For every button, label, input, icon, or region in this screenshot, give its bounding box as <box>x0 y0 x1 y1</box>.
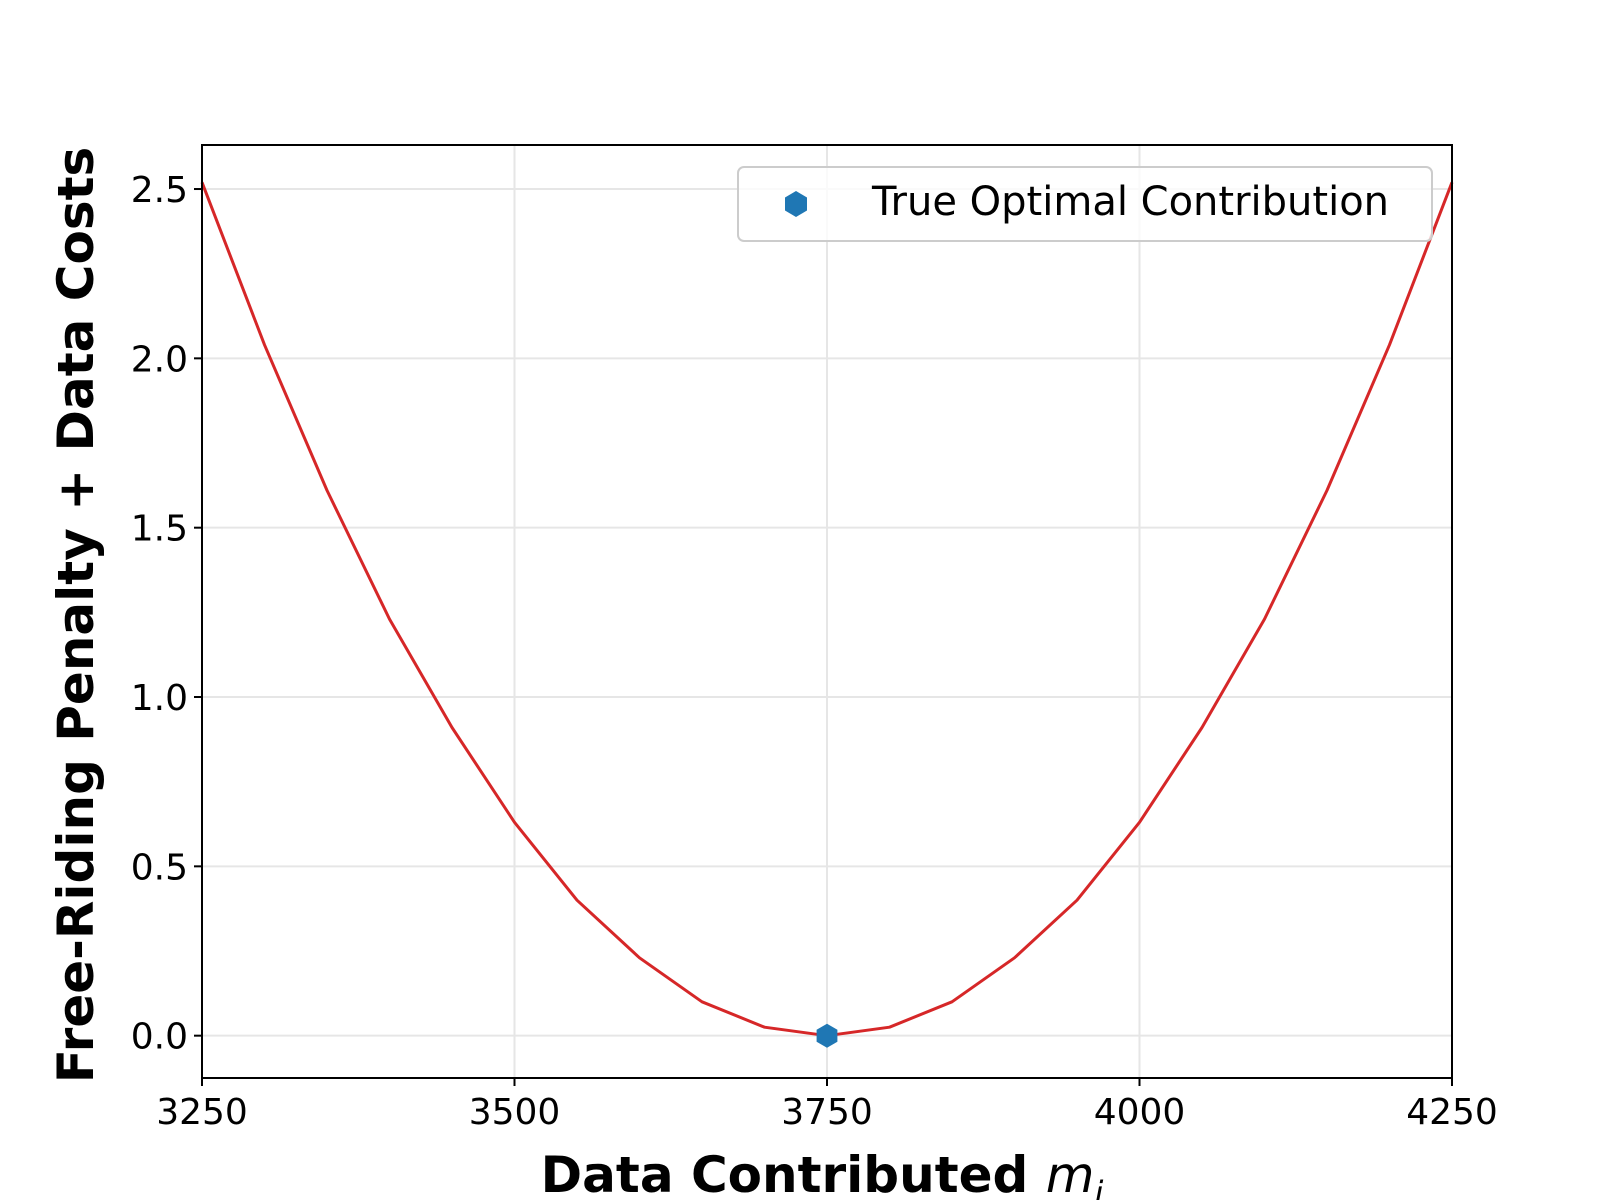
y-tick-label: 2.0 <box>131 339 188 380</box>
legend: True Optimal Contribution <box>737 166 1433 242</box>
y-tick-label: 1.5 <box>131 509 188 550</box>
x-tick-label: 3750 <box>781 1092 873 1133</box>
legend-label: True Optimal Contribution <box>871 179 1389 225</box>
x-tick-label: 4250 <box>1406 1092 1498 1133</box>
y-axis-label: Free-Riding Penalty + Data Costs <box>47 147 105 1084</box>
ticks: 3250 3500 3750 4000 4250 0.0 0.5 1.0 1.5 2.0 2.5 <box>131 170 1498 1133</box>
y-tick-label: 0.0 <box>131 1017 188 1058</box>
plot-area <box>200 181 1454 1048</box>
y-tick-label: 1.0 <box>131 678 188 719</box>
x-tick-label: 3500 <box>469 1092 561 1133</box>
x-tick-label: 4000 <box>1094 1092 1186 1133</box>
y-tick-label: 2.5 <box>131 170 188 211</box>
x-axis-label: Data Contributed mi <box>541 1146 1104 1200</box>
legend-hexagon-icon <box>785 191 807 217</box>
x-axis-label-subscript: i <box>1094 1174 1103 1200</box>
optimal-contribution-marker <box>816 1023 838 1048</box>
y-tick-label: 0.5 <box>131 847 188 888</box>
x-axis-label-variable: m <box>1046 1146 1095 1200</box>
legend-box <box>737 166 1433 242</box>
x-tick-label: 3250 <box>156 1092 248 1133</box>
